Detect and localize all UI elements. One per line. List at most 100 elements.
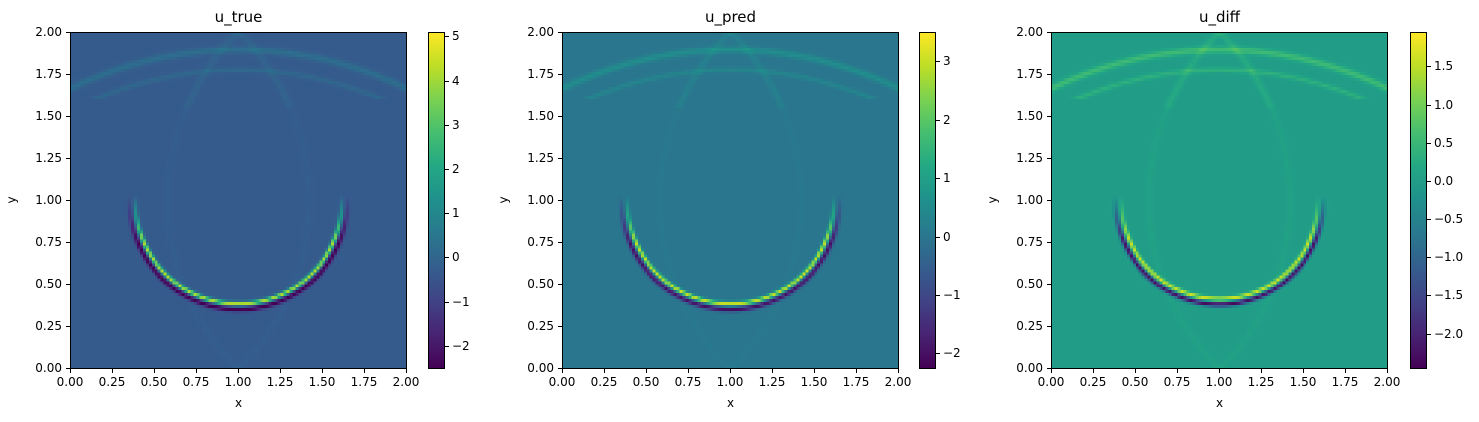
y-tick-label: 0.00: [527, 361, 554, 375]
x-tick-mark: [1345, 369, 1346, 373]
y-tick-mark: [66, 242, 70, 243]
colorbar: [428, 32, 445, 369]
colorbar-tick-label: −1.5: [1434, 288, 1464, 303]
y-tick-mark: [66, 326, 70, 327]
y-tick-mark: [1047, 326, 1051, 327]
y-tick-label: 1.25: [1016, 151, 1043, 165]
colorbar-tick-mark: [1427, 142, 1431, 144]
x-tick-label: 1.00: [1205, 375, 1233, 389]
y-tick-mark: [558, 158, 562, 159]
y-tick-mark: [1047, 284, 1051, 285]
y-axis-label: y: [496, 195, 511, 204]
colorbar-tick-mark: [936, 178, 940, 180]
heatmap-plot-area: [562, 32, 899, 369]
y-tick-mark: [1047, 200, 1051, 201]
y-tick-label: 0.00: [35, 361, 62, 375]
y-tick-mark: [558, 116, 562, 117]
y-tick-label: 1.00: [1016, 193, 1043, 207]
y-tick-label: 1.50: [35, 109, 62, 123]
chart-title: u_true: [214, 8, 263, 26]
colorbar-tick-label: −2: [943, 346, 961, 361]
colorbar-tick-label: 0.5: [1434, 135, 1454, 150]
x-tick-label: 1.00: [224, 375, 252, 389]
x-tick-label: 1.25: [758, 375, 786, 389]
x-tick-mark: [364, 369, 365, 373]
heatmap-plot-area: [1051, 32, 1388, 369]
colorbar-tick-label: −1: [943, 287, 961, 302]
x-tick-mark: [70, 369, 71, 373]
colorbar-tick-mark: [1427, 295, 1431, 297]
x-tick-label: 1.00: [716, 375, 744, 389]
y-tick-mark: [558, 368, 562, 369]
chart-title: u_pred: [704, 8, 757, 26]
x-tick-label: 0.25: [98, 375, 126, 389]
colorbar-tick-mark: [1427, 66, 1431, 68]
y-tick-label: 1.00: [35, 193, 62, 207]
colorbar-tick-label: −0.5: [1434, 212, 1464, 227]
colorbar-tick-label: 1.0: [1434, 97, 1454, 112]
y-tick-mark: [558, 326, 562, 327]
y-tick-label: 2.00: [527, 25, 554, 39]
y-tick-label: 1.75: [35, 67, 62, 81]
y-tick-mark: [558, 32, 562, 33]
y-tick-label: 1.75: [527, 67, 554, 81]
colorbar-tick-label: −2.0: [1434, 326, 1464, 341]
y-tick-mark: [1047, 368, 1051, 369]
x-tick-mark: [646, 369, 647, 373]
y-tick-label: 2.00: [35, 25, 62, 39]
x-tick-label: 1.50: [800, 375, 828, 389]
y-tick-mark: [558, 242, 562, 243]
x-tick-mark: [280, 369, 281, 373]
colorbar-tick-mark: [445, 169, 449, 171]
y-tick-mark: [66, 116, 70, 117]
x-tick-label: 1.75: [842, 375, 870, 389]
colorbar-tick-mark: [1427, 333, 1431, 335]
y-tick-mark: [558, 200, 562, 201]
y-tick-label: 1.25: [35, 151, 62, 165]
y-tick-label: 0.25: [1016, 319, 1043, 333]
colorbar-tick-mark: [936, 119, 940, 121]
colorbar-tick-label: 5: [452, 29, 460, 44]
colorbar-tick-label: 3: [943, 54, 951, 69]
colorbar-tick-mark: [445, 301, 449, 303]
y-tick-mark: [558, 74, 562, 75]
colorbar-tick-mark: [936, 353, 940, 355]
x-tick-label: 1.50: [308, 375, 336, 389]
x-axis-label: x: [234, 396, 243, 410]
y-tick-mark: [66, 368, 70, 369]
x-tick-label: 1.50: [1289, 375, 1317, 389]
colorbar-tick-label: 2: [452, 162, 460, 177]
x-tick-mark: [1051, 369, 1052, 373]
x-tick-label: 1.25: [1247, 375, 1275, 389]
x-tick-label: 2.00: [392, 375, 420, 389]
colorbar-tick-mark: [1427, 257, 1431, 259]
y-tick-mark: [1047, 158, 1051, 159]
colorbar: [919, 32, 936, 369]
x-tick-label: 0.25: [590, 375, 618, 389]
colorbar-tick-mark: [936, 236, 940, 238]
x-tick-mark: [688, 369, 689, 373]
x-tick-mark: [1093, 369, 1094, 373]
colorbar-tick-mark: [445, 36, 449, 38]
y-tick-label: 0.25: [527, 319, 554, 333]
chart-title: u_diff: [1198, 8, 1241, 26]
x-tick-label: 0.50: [632, 375, 660, 389]
colorbar: [1410, 32, 1427, 369]
y-tick-mark: [1047, 74, 1051, 75]
x-tick-mark: [406, 369, 407, 373]
x-tick-label: 0.50: [1121, 375, 1149, 389]
x-tick-label: 0.00: [548, 375, 576, 389]
y-tick-label: 1.50: [527, 109, 554, 123]
x-tick-mark: [1219, 369, 1220, 373]
colorbar-tick-label: 2: [943, 112, 951, 127]
y-tick-mark: [558, 284, 562, 285]
x-tick-mark: [112, 369, 113, 373]
colorbar-tick-mark: [936, 61, 940, 63]
x-tick-mark: [1387, 369, 1388, 373]
colorbar-tick-label: 0: [452, 250, 460, 265]
y-tick-label: 0.75: [1016, 235, 1043, 249]
x-tick-label: 1.75: [1331, 375, 1359, 389]
colorbar-tick-label: 1: [452, 206, 460, 221]
colorbar-tick-label: 3: [452, 117, 460, 132]
colorbar-tick-mark: [1427, 104, 1431, 106]
